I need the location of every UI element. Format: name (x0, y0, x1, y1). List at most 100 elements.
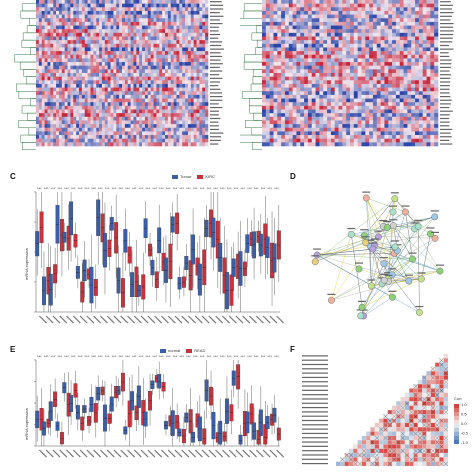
heatmap-cell (73, 43, 77, 48)
heatmap-cell (350, 94, 355, 99)
heatmap-cell (357, 80, 362, 85)
legend-e: normal READ (160, 348, 205, 353)
gene-label-mark (440, 103, 451, 105)
heatmap-cell (190, 0, 194, 4)
heatmap-cell (407, 0, 412, 4)
heatmap-cell (269, 7, 274, 12)
heatmap-cell (124, 116, 129, 121)
heatmap-cell (53, 76, 57, 81)
heatmap-cell (36, 138, 40, 143)
heatmap-cell (44, 113, 48, 118)
heatmap-cell (342, 58, 347, 63)
heatmap-cell (319, 29, 324, 34)
heatmap-cell (277, 80, 282, 85)
heatmap-cell (61, 116, 65, 121)
heatmap-cell (411, 43, 416, 48)
heatmap-cell (434, 25, 439, 30)
heatmap-cell (87, 113, 91, 118)
heatmap-cell (196, 40, 200, 45)
heatmap-cell (187, 0, 192, 4)
heatmap-cell (357, 54, 362, 59)
heatmap-cell (372, 51, 378, 56)
heatmap-cell (170, 142, 174, 147)
heatmap-cell (262, 80, 267, 85)
heatmap-cell (162, 62, 166, 66)
heatmap-cell (176, 124, 180, 129)
heatmap-cell (300, 7, 305, 12)
heatmap-cell (380, 32, 385, 37)
heatmap-cell (99, 32, 103, 37)
heatmap-cell (38, 102, 43, 107)
heatmap-cell (199, 58, 203, 63)
heatmap-cell (139, 73, 143, 77)
heatmap-cell (113, 47, 117, 52)
network-node (402, 208, 409, 216)
heatmap-cell (372, 29, 378, 34)
heatmap-cell (187, 127, 192, 132)
heatmap-cell (61, 80, 65, 85)
heatmap-cell (361, 7, 366, 12)
heatmap-cell (342, 7, 347, 12)
heatmap-cell (190, 14, 194, 19)
heatmap-cell (281, 58, 286, 63)
heatmap-cell (338, 120, 343, 125)
heatmap-cell (392, 83, 397, 88)
heatmap-cell (67, 142, 71, 147)
heatmap-cell (50, 14, 54, 19)
heatmap-cell (407, 138, 412, 143)
heatmap-cell (139, 58, 143, 63)
heatmap-cell (338, 14, 343, 19)
heatmap-cell (64, 98, 68, 103)
heatmap-cell (136, 127, 140, 132)
heatmap-cell (190, 43, 194, 48)
heatmap-cell (119, 69, 123, 74)
heatmap-cell (113, 83, 117, 88)
heatmap-cell (430, 73, 435, 77)
heatmap-cell (101, 98, 106, 103)
heatmap-cell (61, 3, 65, 8)
heatmap-cell (124, 54, 129, 59)
heatmap-cell (153, 73, 157, 77)
heatmap-cell (395, 0, 401, 4)
heatmap-cell (50, 124, 54, 129)
heatmap-cell (307, 135, 313, 139)
heatmap-cell (136, 14, 140, 19)
gene-label-mark (440, 136, 452, 138)
heatmap-cell (87, 109, 91, 114)
heatmap-cell (139, 10, 143, 15)
heatmap-cell (185, 40, 189, 45)
heatmap-cell (376, 14, 381, 19)
heatmap-cell (159, 47, 163, 52)
heatmap-cell (38, 135, 43, 139)
heatmap-cell (403, 131, 408, 136)
heatmap-cell (119, 76, 123, 81)
heatmap-cell (369, 124, 374, 129)
heatmap-cell (119, 105, 123, 110)
heatmap-cell (162, 131, 166, 136)
heatmap-cell (41, 21, 45, 26)
heatmap-cell (50, 18, 54, 23)
heatmap-cell (380, 10, 385, 15)
heatmap-cell (187, 91, 192, 96)
heatmap-cell (67, 83, 71, 88)
heatmap-cell (284, 83, 290, 88)
heatmap-cell (262, 102, 267, 107)
heatmap-cell (399, 120, 404, 125)
heatmap-cell (173, 51, 177, 56)
heatmap-cell (176, 51, 180, 56)
heatmap-cell (110, 40, 114, 45)
significance-mark: *** (91, 354, 96, 359)
heatmap-cell (296, 109, 301, 114)
heatmap-cell (334, 105, 339, 110)
heatmap-cell (87, 62, 91, 66)
heatmap-cell (273, 113, 278, 118)
heatmap-cell (415, 76, 420, 81)
heatmap-cell (334, 29, 339, 34)
heatmap-cell (265, 32, 270, 37)
heatmap-cell (38, 83, 43, 88)
heatmap-cell (130, 109, 134, 114)
heatmap-cell (202, 91, 206, 96)
heatmap-cell (153, 65, 157, 70)
heatmap-cell (81, 109, 86, 114)
heatmap-cell (150, 131, 154, 136)
